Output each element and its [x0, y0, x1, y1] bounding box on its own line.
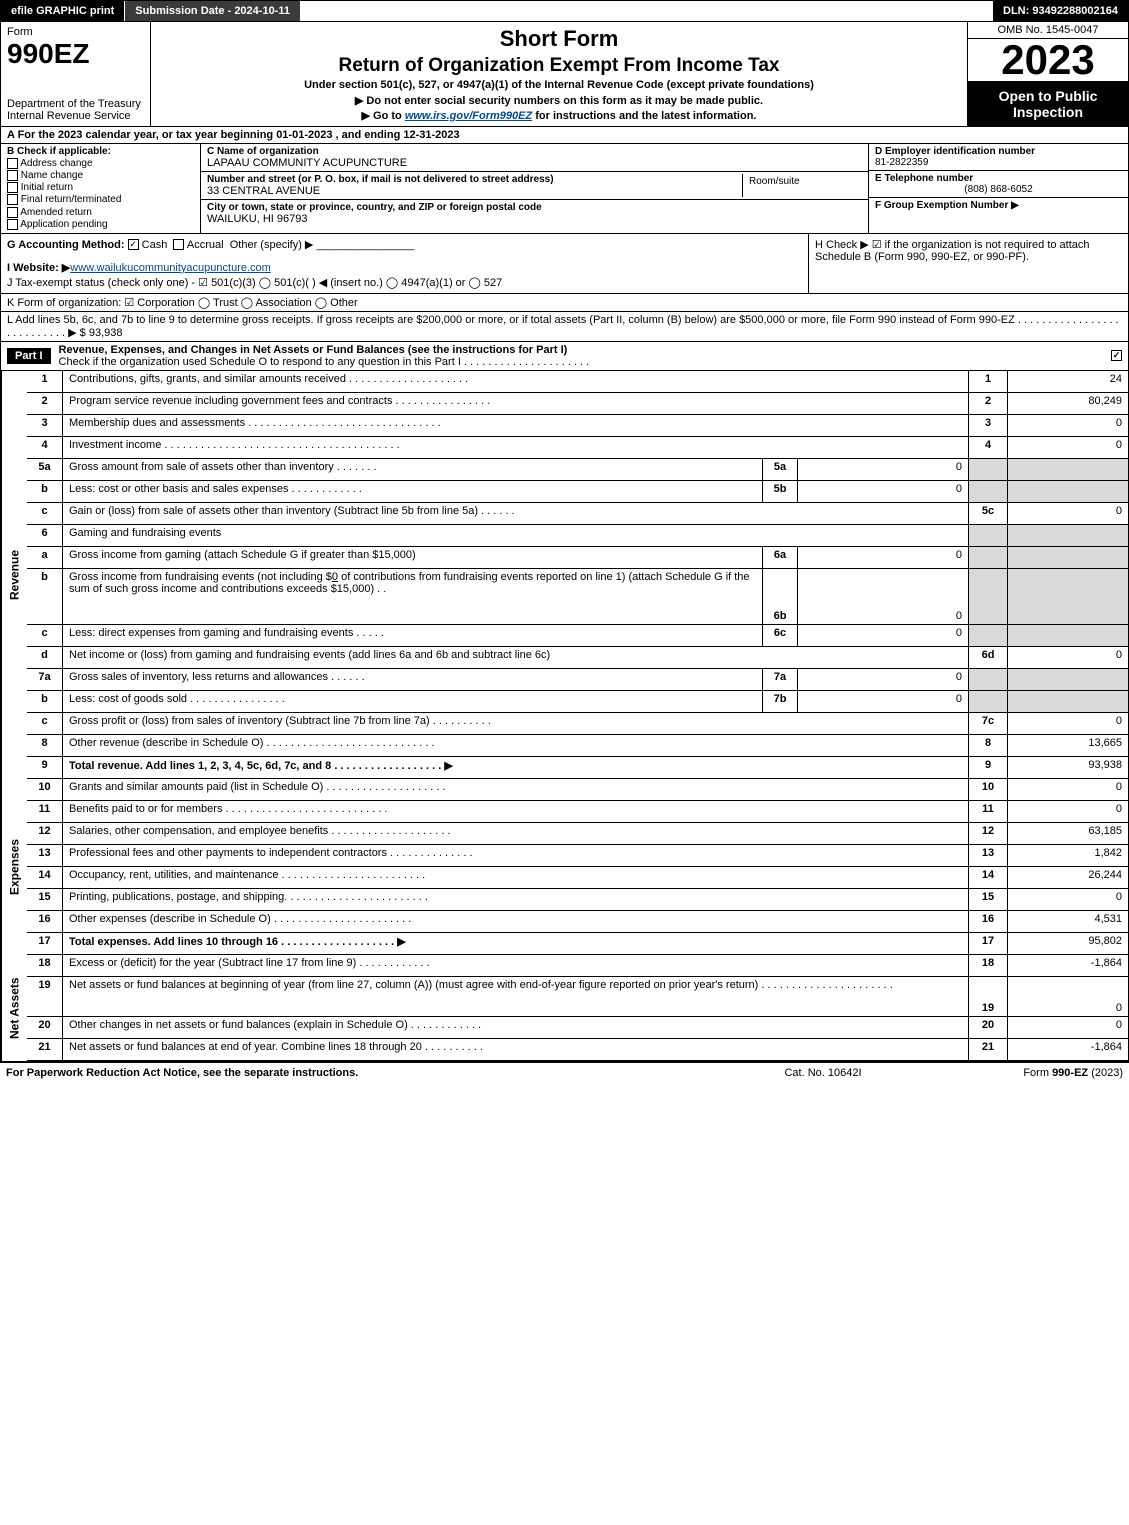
line-6: 6Gaming and fundraising events: [27, 525, 1128, 547]
section-j: J Tax-exempt status (check only one) - ☑…: [7, 276, 802, 289]
form-header: Form 990EZ Department of the Treasury In…: [0, 22, 1129, 127]
org-street: 33 CENTRAL AVENUE: [207, 185, 742, 197]
topbar: efile GRAPHIC print Submission Date - 20…: [0, 0, 1129, 22]
netassets-vlabel: Net Assets: [1, 955, 27, 1061]
header-center: Short Form Return of Organization Exempt…: [151, 22, 968, 126]
irs-link[interactable]: www.irs.gov/Form990EZ: [405, 110, 532, 122]
chk-amended[interactable]: Amended return: [7, 207, 194, 218]
line-12: 12Salaries, other compensation, and empl…: [27, 823, 1128, 845]
note-ssn: ▶ Do not enter social security numbers o…: [159, 94, 959, 107]
dln-label: DLN: 93492288002164: [993, 1, 1128, 21]
org-name: LAPAAU COMMUNITY ACUPUNCTURE: [207, 157, 862, 169]
group-exemption: F Group Exemption Number ▶: [875, 200, 1122, 211]
line-11: 11Benefits paid to or for members . . . …: [27, 801, 1128, 823]
line-6b: bGross income from fundraising events (n…: [27, 569, 1128, 625]
telephone: (808) 868-6052: [875, 184, 1122, 195]
line-8: 8Other revenue (describe in Schedule O) …: [27, 735, 1128, 757]
section-l: L Add lines 5b, 6c, and 7b to line 9 to …: [0, 312, 1129, 342]
line-7b: bLess: cost of goods sold . . . . . . . …: [27, 691, 1128, 713]
chk-name-change[interactable]: Name change: [7, 170, 194, 181]
section-h: H Check ▶ ☑ if the organization is not r…: [808, 234, 1128, 293]
section-k: K Form of organization: ☑ Corporation ◯ …: [0, 294, 1129, 312]
cat-no: Cat. No. 10642I: [723, 1067, 923, 1079]
line-19: 19Net assets or fund balances at beginni…: [27, 977, 1128, 1017]
chk-final-return[interactable]: Final return/terminated: [7, 194, 194, 205]
line-18: 18Excess or (deficit) for the year (Subt…: [27, 955, 1128, 977]
section-b: B Check if applicable: Address change Na…: [1, 144, 201, 233]
title-return: Return of Organization Exempt From Incom…: [159, 55, 959, 77]
page-footer: For Paperwork Reduction Act Notice, see …: [0, 1061, 1129, 1083]
form-ref: Form 990-EZ (2023): [923, 1067, 1123, 1079]
ein: 81-2822359: [875, 157, 1122, 168]
room-suite: Room/suite: [742, 174, 862, 197]
form-label: Form: [7, 26, 144, 38]
part1-table: Revenue 1Contributions, gifts, grants, a…: [0, 371, 1129, 1061]
line-9: 9Total revenue. Add lines 1, 2, 3, 4, 5c…: [27, 757, 1128, 779]
section-a: A For the 2023 calendar year, or tax yea…: [0, 127, 1129, 144]
section-def: D Employer identification number 81-2822…: [868, 144, 1128, 233]
title-shortform: Short Form: [159, 26, 959, 52]
chk-cash[interactable]: ✓: [128, 239, 139, 250]
line-5b: bLess: cost or other basis and sales exp…: [27, 481, 1128, 503]
line-6c: cLess: direct expenses from gaming and f…: [27, 625, 1128, 647]
line-6a: aGross income from gaming (attach Schedu…: [27, 547, 1128, 569]
note-goto: ▶ Go to www.irs.gov/Form990EZ for instru…: [159, 109, 959, 122]
tax-year: 2023: [968, 39, 1128, 82]
expenses-vlabel: Expenses: [1, 779, 27, 955]
line-21: 21Net assets or fund balances at end of …: [27, 1039, 1128, 1061]
part1-header: Part I Revenue, Expenses, and Changes in…: [0, 342, 1129, 371]
gross-receipts: 93,938: [89, 327, 123, 339]
line-13: 13Professional fees and other payments t…: [27, 845, 1128, 867]
dept-label: Department of the Treasury Internal Reve…: [7, 98, 144, 122]
line-17: 17Total expenses. Add lines 10 through 1…: [27, 933, 1128, 955]
website-label: I Website: ▶: [7, 262, 70, 274]
line-15: 15Printing, publications, postage, and s…: [27, 889, 1128, 911]
line-3: 3Membership dues and assessments . . . .…: [27, 415, 1128, 437]
line-20: 20Other changes in net assets or fund ba…: [27, 1017, 1128, 1039]
org-city: WAILUKU, HI 96793: [207, 213, 862, 225]
line-4: 4Investment income . . . . . . . . . . .…: [27, 437, 1128, 459]
chk-accrual[interactable]: [173, 239, 184, 250]
line-1: 1Contributions, gifts, grants, and simil…: [27, 371, 1128, 393]
revenue-vlabel: Revenue: [1, 371, 27, 779]
chk-application-pending[interactable]: Application pending: [7, 219, 194, 230]
section-g: G Accounting Method: ✓ Cash Accrual Othe…: [1, 234, 808, 293]
paperwork-notice: For Paperwork Reduction Act Notice, see …: [6, 1067, 723, 1079]
line-5c: cGain or (loss) from sale of assets othe…: [27, 503, 1128, 525]
line-2: 2Program service revenue including gover…: [27, 393, 1128, 415]
header-left: Form 990EZ Department of the Treasury In…: [1, 22, 151, 126]
line-5a: 5aGross amount from sale of assets other…: [27, 459, 1128, 481]
website-link[interactable]: www.wailukucommunityacupuncture.com: [70, 262, 271, 274]
form-number: 990EZ: [7, 38, 144, 70]
line-14: 14Occupancy, rent, utilities, and mainte…: [27, 867, 1128, 889]
submission-date: Submission Date - 2024-10-11: [125, 1, 300, 21]
chk-schedule-o[interactable]: ✓: [1111, 350, 1122, 361]
line-10: 10Grants and similar amounts paid (list …: [27, 779, 1128, 801]
open-to-public: Open to Public Inspection: [968, 82, 1128, 126]
section-bcdef: B Check if applicable: Address change Na…: [0, 144, 1129, 234]
section-c: C Name of organization LAPAAU COMMUNITY …: [201, 144, 868, 233]
header-right: OMB No. 1545-0047 2023 Open to Public In…: [968, 22, 1128, 126]
line-7c: cGross profit or (loss) from sales of in…: [27, 713, 1128, 735]
line-6d: dNet income or (loss) from gaming and fu…: [27, 647, 1128, 669]
subtitle: Under section 501(c), 527, or 4947(a)(1)…: [159, 79, 959, 91]
efile-print-button[interactable]: efile GRAPHIC print: [1, 1, 125, 21]
chk-initial-return[interactable]: Initial return: [7, 182, 194, 193]
section-gh: G Accounting Method: ✓ Cash Accrual Othe…: [0, 234, 1129, 294]
line-7a: 7aGross sales of inventory, less returns…: [27, 669, 1128, 691]
chk-address-change[interactable]: Address change: [7, 158, 194, 169]
line-16: 16Other expenses (describe in Schedule O…: [27, 911, 1128, 933]
